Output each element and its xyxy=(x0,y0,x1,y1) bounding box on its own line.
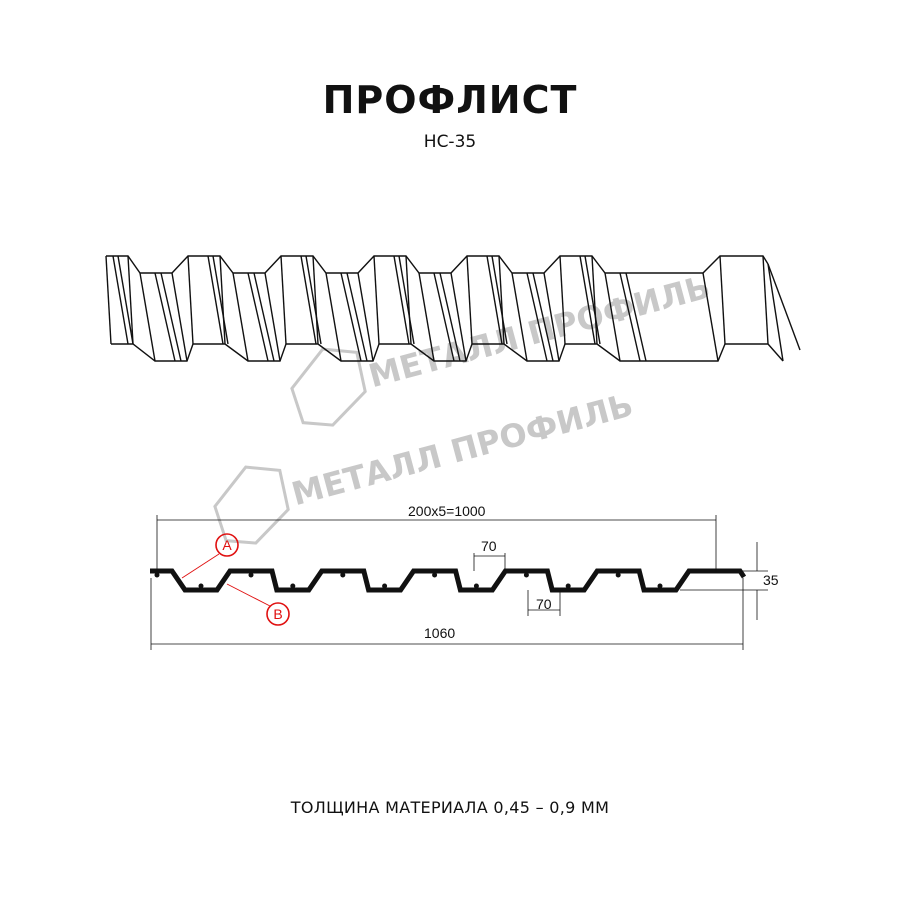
watermark-text: МЕТАЛЛ ПРОФИЛЬ xyxy=(288,386,637,514)
sheet-fold-line xyxy=(511,272,528,362)
trough-rib xyxy=(198,583,204,589)
sheet-rib-line xyxy=(393,255,410,345)
sheet-rib-line xyxy=(212,255,229,345)
sheet-fold-line xyxy=(171,272,188,362)
sheet-rib-line xyxy=(346,272,368,362)
sheet-rib-line xyxy=(160,272,182,362)
sheet-top-edge xyxy=(106,255,769,274)
sheet-fold-line xyxy=(543,272,560,362)
sheet-fold-line xyxy=(127,255,134,345)
trough-rib xyxy=(657,583,663,589)
sheet-fold-line xyxy=(767,263,784,362)
sheet-fold-line xyxy=(325,272,342,362)
cross-section xyxy=(150,568,747,593)
sheet-rib-line xyxy=(619,272,641,362)
sheet-fold-line xyxy=(702,272,719,362)
trough-rib xyxy=(473,583,479,589)
sheet-rib-line xyxy=(433,272,455,362)
sheet-rib-line xyxy=(625,272,647,362)
sheet-fold-line xyxy=(139,272,156,362)
sheet-fold-line xyxy=(187,255,194,345)
watermark-text: МЕТАЛЛ ПРОФИЛЬ xyxy=(365,268,714,396)
sheet-rib-line xyxy=(117,255,134,345)
sheet-fold-line xyxy=(280,255,287,345)
profile-outline xyxy=(150,568,747,593)
dim-trough-width: 70 xyxy=(536,596,552,612)
sheet-rib-line xyxy=(532,272,554,362)
sheet-fold-line xyxy=(604,272,621,362)
marker-b: B xyxy=(273,606,282,622)
crest-rib xyxy=(432,572,438,578)
sheet-fold-line xyxy=(264,272,281,362)
sheet-fold-line xyxy=(312,255,319,345)
crest-rib xyxy=(340,572,346,578)
sheet-rib-line xyxy=(486,255,503,345)
sheet-fold-line xyxy=(105,255,112,345)
sheet-rib-line xyxy=(526,272,548,362)
sheet-rib-line xyxy=(491,255,508,345)
isometric-sheet xyxy=(105,255,801,362)
sheet-rib-line xyxy=(154,272,176,362)
sheet-fold-line xyxy=(498,255,505,345)
trough-rib xyxy=(382,583,388,589)
sheet-rib-line xyxy=(579,255,596,345)
sheet-rib-line xyxy=(439,272,461,362)
sheet-rib-line xyxy=(340,272,362,362)
sheet-rib-line xyxy=(207,255,224,345)
dim-height: 35 xyxy=(763,572,779,588)
sheet-rib-line xyxy=(584,255,601,345)
marker-a: A xyxy=(222,537,232,553)
crest-rib xyxy=(523,572,529,578)
dim-crest-width: 70 xyxy=(481,538,497,554)
trough-rib xyxy=(565,583,571,589)
sheet-rib-line xyxy=(253,272,275,362)
sheet-rib-line xyxy=(247,272,269,362)
sheet-rib-line xyxy=(398,255,415,345)
material-thickness: ТОЛЩИНА МАТЕРИАЛА 0,45 – 0,9 ММ xyxy=(290,798,610,817)
sheet-fold-line xyxy=(357,272,374,362)
watermark-logo xyxy=(213,465,290,545)
sheet-fold-line xyxy=(405,255,412,345)
markers xyxy=(181,533,290,626)
sheet-rib-line xyxy=(112,255,129,345)
dim-pitch-total: 200x5=1000 xyxy=(408,503,486,519)
sheet-fold-line xyxy=(559,255,566,345)
sheet-fold-line xyxy=(418,272,435,362)
dim-total-width: 1060 xyxy=(424,625,455,641)
sheet-fold-line xyxy=(719,255,726,345)
sheet-fold-line xyxy=(767,263,801,351)
sheet-rib-line xyxy=(300,255,317,345)
watermark-bottom: МЕТАЛЛ ПРОФИЛЬ xyxy=(213,386,637,545)
dimension-lines xyxy=(150,515,768,650)
crest-rib xyxy=(248,572,254,578)
sheet-fold-line xyxy=(219,255,226,345)
sheet-fold-line xyxy=(232,272,249,362)
sheet-fold-line xyxy=(762,255,769,345)
sheet-rib-line xyxy=(305,255,322,345)
watermark-logo xyxy=(290,347,367,427)
sheet-fold-line xyxy=(450,272,467,362)
sheet-fold-line xyxy=(591,255,598,345)
page-title: ПРОФЛИСТ xyxy=(322,78,578,122)
sheet-fold-line xyxy=(373,255,380,345)
sheet-fold-line xyxy=(466,255,473,345)
crest-rib xyxy=(615,572,621,578)
trough-rib xyxy=(290,583,296,589)
page-subtitle: НС-35 xyxy=(423,132,477,152)
